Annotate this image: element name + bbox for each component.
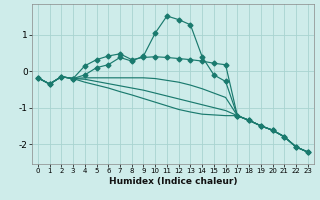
X-axis label: Humidex (Indice chaleur): Humidex (Indice chaleur) [108,177,237,186]
